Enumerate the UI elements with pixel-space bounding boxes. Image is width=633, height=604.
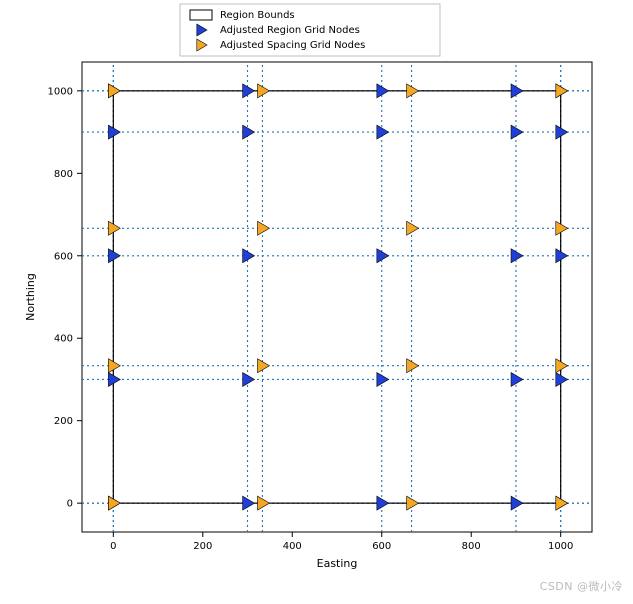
svg-text:600: 600 — [54, 251, 73, 262]
svg-text:1000: 1000 — [548, 541, 573, 552]
svg-text:0: 0 — [67, 499, 73, 510]
svg-text:400: 400 — [283, 541, 302, 552]
svg-text:200: 200 — [193, 541, 212, 552]
x-axis-label: Easting — [317, 557, 358, 570]
legend-label: Region Bounds — [220, 10, 295, 21]
legend-label: Adjusted Region Grid Nodes — [220, 25, 360, 36]
svg-text:800: 800 — [54, 169, 73, 180]
svg-text:600: 600 — [372, 541, 391, 552]
chart-figure: 0 200 400 600 800 1000 0 200 400 600 800 1000 Eastin… — [0, 0, 633, 600]
chart-svg: 0 200 400 600 800 1000 0 200 400 600 800 1000 Eastin… — [0, 0, 633, 600]
svg-text:1000: 1000 — [48, 86, 73, 97]
y-axis-label: Northing — [24, 273, 37, 321]
legend-label: Adjusted Spacing Grid Nodes — [220, 40, 365, 51]
watermark-text: CSDN @微小冷 — [540, 578, 623, 594]
svg-text:400: 400 — [54, 334, 73, 345]
svg-text:800: 800 — [462, 541, 481, 552]
svg-text:200: 200 — [54, 416, 73, 427]
legend: Region Bounds Adjusted Region Grid Nodes A… — [180, 4, 440, 56]
svg-text:0: 0 — [110, 541, 116, 552]
